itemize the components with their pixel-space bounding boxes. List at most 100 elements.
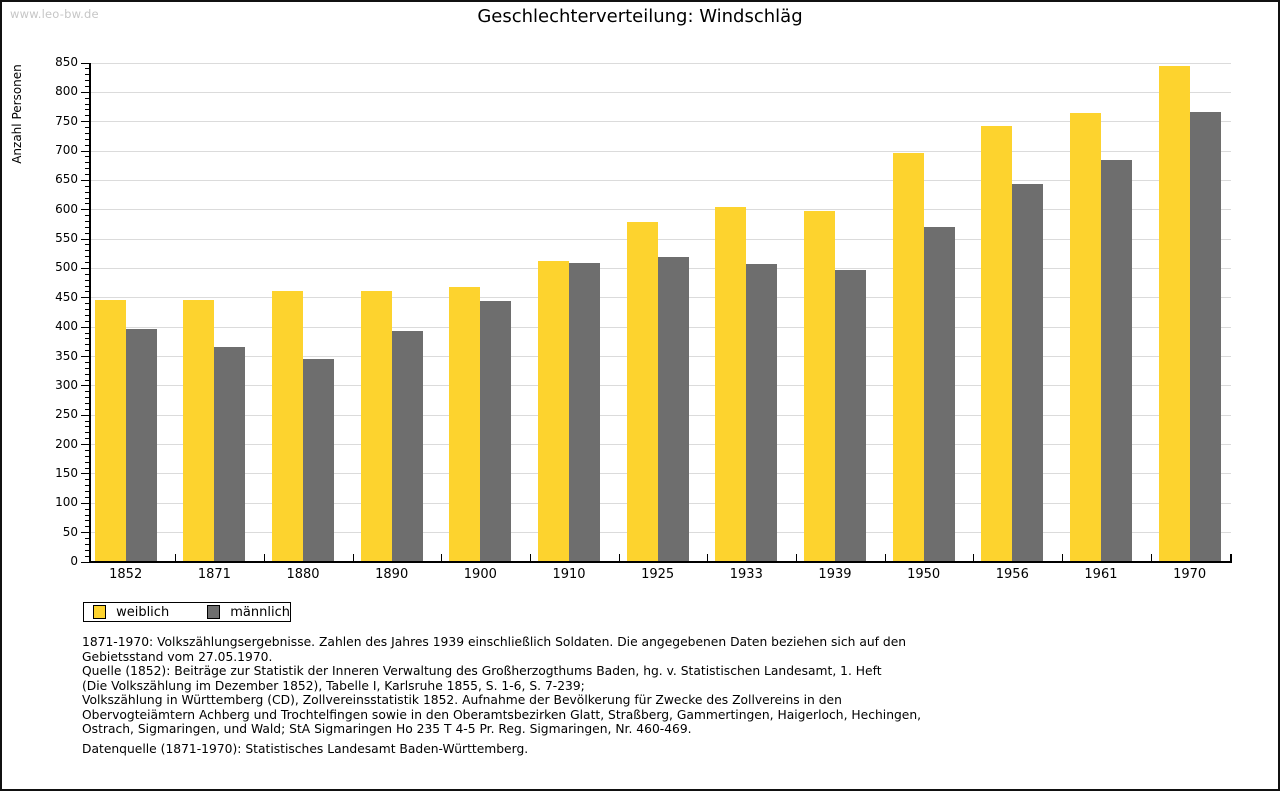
y-minor-tick [85,262,90,264]
y-minor-tick [85,496,90,498]
y-minor-tick [85,549,90,551]
y-major-tick [81,326,90,328]
y-minor-tick [85,156,90,158]
x-tick-label-1933: 1933 [729,567,763,582]
y-minor-tick [85,226,90,228]
y-minor-tick [85,185,90,187]
y-minor-tick [85,285,90,287]
y-minor-tick [85,244,90,246]
y-minor-tick [85,461,90,463]
y-major-tick [81,385,90,387]
y-major-tick [81,62,90,64]
x-tick-label-1970: 1970 [1173,567,1207,582]
y-minor-tick [85,132,90,134]
y-minor-tick [85,232,90,234]
bar-männlich-1925 [657,256,689,562]
gridline [90,179,1231,181]
bar-männlich-1880 [303,358,335,562]
y-minor-tick [85,508,90,510]
bar-weiblich-1852 [94,300,126,562]
bar-männlich-1871 [214,346,246,562]
watermark: www.leo-bw.de [10,7,99,21]
y-minor-tick [85,543,90,545]
bar-weiblich-1880 [272,291,304,562]
x-tick-label-1950: 1950 [907,567,941,582]
y-major-tick [81,356,90,358]
x-tick-label-1852: 1852 [109,567,143,582]
y-minor-tick [85,221,90,222]
x-axis-line [88,561,1232,563]
y-minor-tick [85,332,90,334]
y-tick-label: 500 [55,260,78,275]
y-tick-label: 100 [55,495,78,510]
footnote-line: 1871-1970: Volkszählungsergebnisse. Zahl… [82,635,907,649]
y-minor-tick [85,309,90,311]
y-minor-tick [85,538,90,540]
y-minor-tick [85,320,90,322]
y-minor-tick [85,103,90,105]
x-boundary-tick [1150,554,1152,562]
bar-männlich-1950 [923,227,955,562]
y-minor-tick [85,455,90,457]
y-minor-tick [85,256,90,258]
y-minor-tick [85,291,90,293]
y-minor-tick [85,197,90,199]
y-tick-label: 600 [55,201,78,216]
x-boundary-tick [1061,554,1063,562]
y-minor-tick [85,361,90,363]
footnote-line: Ostrach, Sigmaringen, und Wald; StA Sigm… [82,722,692,736]
y-minor-tick [85,438,90,440]
y-minor-tick [85,279,90,281]
y-minor-tick [85,162,90,164]
legend: weiblich männlich [83,602,291,622]
gridline [90,121,1231,123]
y-minor-tick [85,514,90,516]
x-boundary-tick [973,554,975,562]
y-minor-tick [85,203,90,205]
y-major-tick [81,502,90,504]
footnote-line: Volkszählung in Württemberg (CD), Zollve… [82,693,842,707]
y-minor-tick [85,85,90,87]
y-minor-tick [85,168,90,170]
y-tick-label: 50 [62,524,78,539]
x-boundary-tick [441,554,443,562]
y-minor-tick [85,303,90,305]
x-boundary-tick [263,554,265,562]
y-major-tick [81,150,90,152]
bar-weiblich-1900 [449,287,481,562]
footnotes: 1871-1970: Volkszählungsergebnisse. Zahl… [82,635,921,737]
y-major-tick [81,414,90,416]
bar-weiblich-1956 [981,125,1013,562]
x-tick-label-1880: 1880 [286,567,320,582]
y-minor-tick [85,314,90,316]
footnote-line: Quelle (1852): Beiträge zur Statistik de… [82,664,882,678]
y-tick-label: 400 [55,319,78,334]
y-tick-label: 150 [55,465,78,480]
y-minor-tick [85,191,90,193]
y-major-tick [81,561,90,563]
y-axis-line [88,63,91,563]
data-source-line: Datenquelle (1871-1970): Statistisches L… [82,742,529,756]
x-end-tick [1230,554,1232,562]
y-minor-tick [85,520,90,522]
legend-label-weiblich: weiblich [116,604,170,620]
y-tick-label: 200 [55,436,78,451]
y-minor-tick [85,485,90,487]
x-tick-label-1925: 1925 [641,567,675,582]
y-minor-tick [85,338,90,340]
footnote-line: Obervogteiämtern Achberg und Trochtelfin… [82,707,922,722]
y-minor-tick [85,68,90,70]
y-major-tick [81,209,90,211]
gridline [90,150,1231,152]
x-boundary-tick [884,554,886,562]
x-tick-label-1900: 1900 [463,567,497,582]
y-minor-tick [85,526,90,528]
y-minor-tick [85,115,90,117]
y-minor-tick [85,426,90,428]
x-boundary-tick [795,554,797,562]
x-tick-label-1956: 1956 [995,567,1029,582]
bar-männlich-1852 [125,328,157,562]
y-minor-tick [85,555,90,557]
y-tick-label: 800 [55,84,78,99]
y-tick-label: 700 [55,143,78,158]
